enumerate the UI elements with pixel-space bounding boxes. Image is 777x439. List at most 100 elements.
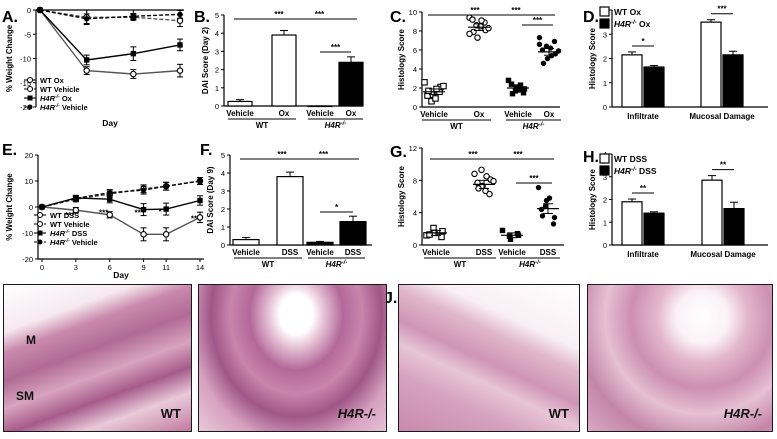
panel-a-x-label: Day <box>102 118 118 128</box>
panel-c-y-tick-label: 6 <box>413 46 417 55</box>
series-line-wt-vehicle <box>39 9 181 22</box>
group-label: WT <box>454 260 467 269</box>
data-point <box>517 82 524 88</box>
data-point <box>507 236 514 243</box>
bar <box>227 100 253 107</box>
group-label: H4R-/- <box>519 260 541 269</box>
data-point <box>550 221 557 227</box>
data-point <box>140 231 147 238</box>
panel-f-y-tick-label: 0 <box>221 241 225 250</box>
group-label: WT <box>262 260 275 269</box>
series-line-wt-dss <box>41 206 201 236</box>
panel-a-y-tick-label: 0 <box>27 6 31 15</box>
bar <box>271 34 297 107</box>
data-point <box>486 190 493 198</box>
panel-h-y-tick-label: 2 <box>603 196 607 205</box>
significance-label: *** <box>99 208 109 217</box>
x-category-label: Infiltrate <box>627 112 659 121</box>
panel-d-y-tick-label: 0 <box>603 103 607 112</box>
data-point <box>107 190 113 196</box>
legend-marker <box>26 76 34 84</box>
legend-label: WT DSS <box>614 154 647 164</box>
group-label: H4R-/- <box>326 260 348 269</box>
histology-i-wt-image: M SM WT <box>3 284 192 432</box>
data-point <box>478 17 485 24</box>
significance-label: *** <box>319 150 329 159</box>
bar <box>276 176 304 246</box>
panel-f-y-tick-label: 3 <box>221 187 225 196</box>
panel-label-b: B. <box>194 9 210 26</box>
legend-swatch <box>599 18 610 29</box>
significance-label: *** <box>470 6 480 15</box>
legend-label: H4R-/- Vehicle <box>40 103 88 112</box>
x-category-label: Vehicle <box>306 248 334 257</box>
panel-d-y-tick-label: 2 <box>603 55 607 64</box>
data-point <box>520 90 527 96</box>
data-point <box>83 16 90 22</box>
panel-e-x-label: Day <box>113 270 129 280</box>
data-point <box>478 166 485 174</box>
significance-label: *** <box>511 6 521 15</box>
bar <box>232 239 260 246</box>
significance-label: *** <box>529 174 539 183</box>
x-category-label: Vehicle <box>306 109 334 118</box>
data-point <box>536 34 543 41</box>
x-category-label: DSS <box>282 248 299 257</box>
panel-a-y-label: % Weight Change <box>5 24 14 92</box>
significance-label: * <box>335 203 339 212</box>
panel-d-y-tick-label: 3 <box>603 30 607 39</box>
data-point <box>508 81 515 87</box>
tissue-label-m: M <box>26 333 36 347</box>
data-point <box>521 86 528 92</box>
panel-g-y-tick-label: 0 <box>413 241 417 250</box>
significance-label: *** <box>533 16 543 25</box>
data-point <box>535 184 542 191</box>
data-point <box>196 214 204 221</box>
group-label: WT <box>450 122 463 131</box>
histology-j-wt-image: WT <box>398 284 580 432</box>
legend-label: WT Ox <box>40 76 65 85</box>
data-point <box>177 11 183 18</box>
data-point <box>177 42 183 48</box>
panel-b-y-tick-label: 2 <box>215 66 219 75</box>
significance-label: *** <box>277 150 287 159</box>
panel-h-y-tick-label: 3 <box>603 173 607 182</box>
significance-label: * <box>159 207 163 216</box>
data-point <box>176 17 184 24</box>
data-point <box>538 206 545 213</box>
data-point <box>536 41 543 47</box>
panel-label-j: J. <box>384 290 397 307</box>
panel-f-y-tick-label: 2 <box>221 205 225 214</box>
significance-label: *** <box>274 10 284 19</box>
x-category-label: Mucosal Damage <box>689 112 755 121</box>
panel-e-y-label: % Weight Change <box>5 173 14 241</box>
x-category-label: Ox <box>279 109 290 118</box>
x-category-label: Vehicle <box>226 109 254 118</box>
data-point <box>490 177 497 185</box>
legend-swatch <box>599 165 610 176</box>
data-point <box>542 203 549 209</box>
panel-a-y-tick-label: -15 <box>20 79 31 88</box>
x-category-label: Vehicle <box>504 110 532 119</box>
panel-a-y-tick-label: -10 <box>20 55 31 64</box>
bar <box>643 212 665 246</box>
panel-g-y-tick-label: 4 <box>413 209 417 218</box>
panel-c-y-tick-label: 0 <box>413 103 417 112</box>
x-category-label: DSS <box>540 248 557 257</box>
data-point <box>107 196 113 202</box>
bar <box>307 105 333 108</box>
x-category-label: Ox <box>346 109 357 118</box>
data-point <box>197 197 203 204</box>
panel-label-f: F. <box>200 142 212 159</box>
legend-marker <box>27 95 33 101</box>
legend-marker <box>36 220 44 228</box>
histology-j-h4r-image: H4R-/- <box>587 284 773 432</box>
legend-swatch <box>599 153 610 164</box>
data-point <box>83 67 90 74</box>
bar <box>700 21 722 108</box>
data-point <box>73 195 79 202</box>
series-line-h4r-vehicle <box>41 180 201 208</box>
panel-label-e: E. <box>2 142 17 159</box>
data-point <box>140 206 147 213</box>
panel-g-y-tick-label: 8 <box>413 176 417 185</box>
